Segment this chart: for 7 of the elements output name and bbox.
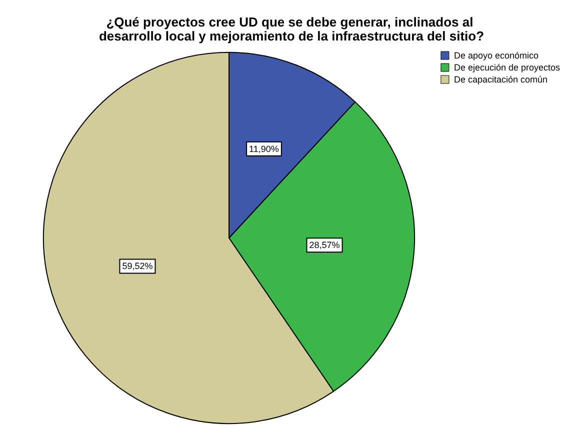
- data-label: 59,52%: [122, 261, 153, 272]
- legend-label: De apoyo económico: [454, 50, 538, 60]
- data-label: 11,90%: [249, 144, 279, 154]
- data-label: 28,57%: [309, 240, 340, 250]
- legend-label: De capacitación común: [454, 74, 548, 84]
- chart-title: ¿Qué proyectos cree UD que se debe generar, inclinados al desarrollo local y mejoramiento de la infraestructura del sitio?: [98, 14, 484, 44]
- legend-label: De ejecución de proyectos: [454, 62, 560, 72]
